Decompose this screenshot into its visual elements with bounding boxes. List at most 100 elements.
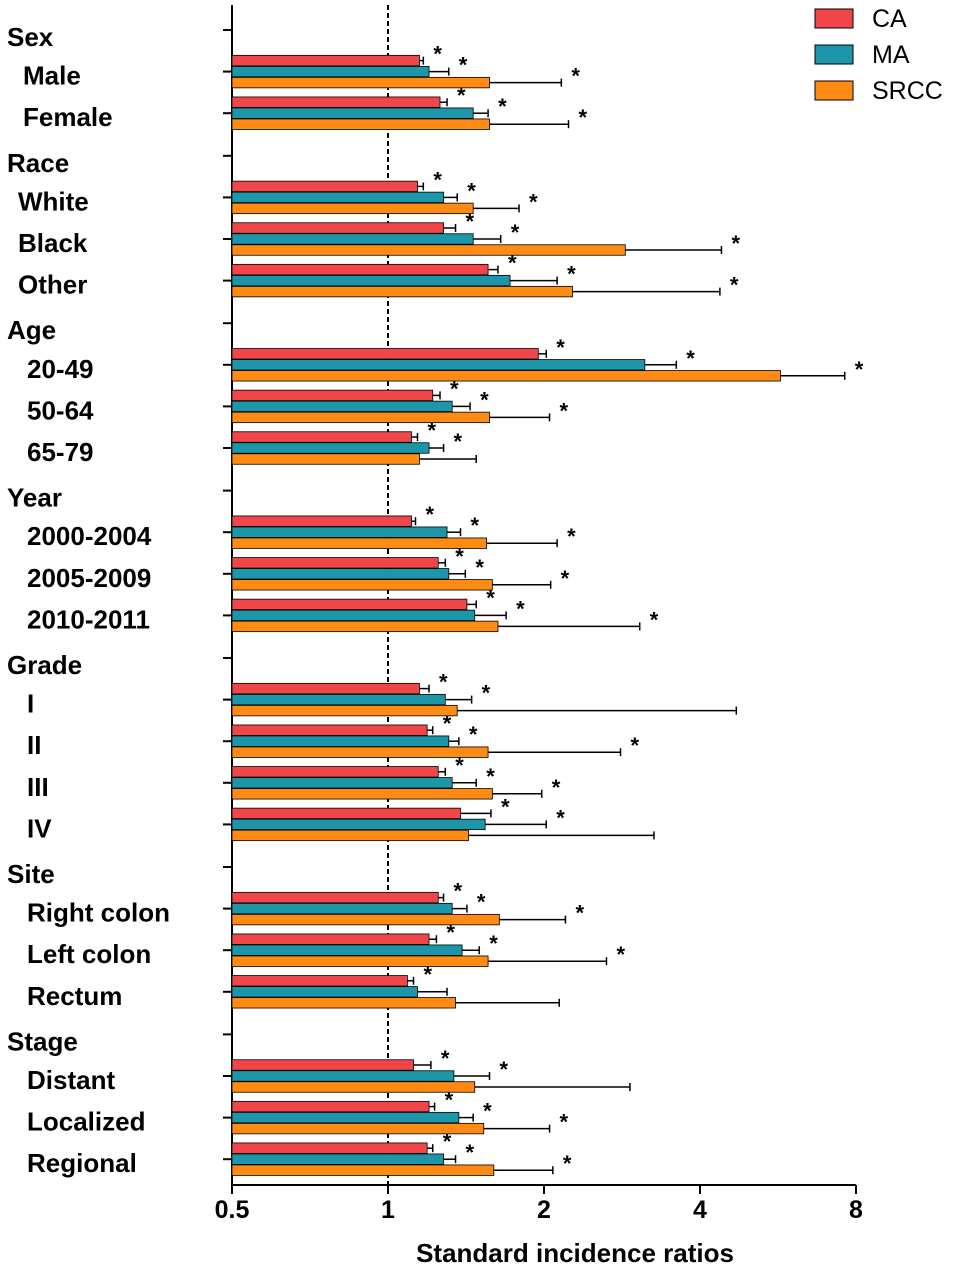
group-title: Grade	[7, 650, 82, 680]
bar-ma	[231, 65, 430, 78]
bar-ca	[231, 1100, 430, 1113]
bar-ca	[231, 807, 461, 820]
bar-ca	[231, 891, 439, 904]
significance-star: *	[578, 105, 587, 130]
significance-star: *	[446, 920, 455, 945]
group-title: Race	[7, 148, 69, 178]
significance-star: *	[501, 794, 510, 819]
bar-ma	[231, 1070, 455, 1082]
category-label: Right colon	[27, 898, 170, 928]
significance-star: *	[486, 585, 495, 610]
significance-star: *	[650, 607, 659, 632]
bar-srcc	[231, 746, 489, 758]
significance-star: *	[427, 418, 436, 443]
significance-star: *	[560, 398, 569, 423]
significance-star: *	[563, 1151, 572, 1176]
significance-star: *	[483, 1099, 492, 1124]
bar-srcc	[231, 704, 458, 717]
significance-star: *	[498, 94, 507, 119]
bar-srcc	[231, 76, 490, 89]
bar-ca	[231, 724, 428, 736]
significance-star: *	[441, 1046, 450, 1071]
bar-ma	[231, 902, 453, 915]
significance-star: *	[455, 544, 464, 569]
significance-star: *	[686, 346, 695, 371]
category-label: II	[27, 730, 41, 760]
bar-ma	[231, 568, 450, 580]
category-label: IV	[27, 813, 52, 843]
bar-ma	[231, 191, 444, 204]
group-title: Stage	[7, 1026, 78, 1056]
bar-srcc	[231, 370, 781, 382]
significance-star: *	[457, 83, 466, 108]
category-label: Distant	[27, 1065, 115, 1095]
bar-ma	[231, 1153, 444, 1165]
category-label: 50-64	[27, 395, 94, 425]
category-label: Regional	[27, 1148, 137, 1178]
bar-ma	[231, 274, 511, 287]
bar-srcc	[231, 453, 420, 465]
significance-star: *	[480, 387, 489, 412]
bar-ca	[231, 1059, 414, 1071]
significance-star: *	[467, 178, 476, 203]
significance-star: *	[433, 167, 442, 192]
category-label: Black	[18, 228, 88, 258]
significance-star: *	[466, 209, 475, 234]
significance-star: *	[511, 220, 520, 245]
bar-ma	[231, 359, 646, 371]
bar-srcc	[231, 244, 626, 256]
significance-star: *	[508, 251, 517, 276]
bar-ma	[231, 1111, 460, 1124]
bar-srcc	[231, 620, 499, 633]
x-tick-label: 4	[693, 1196, 707, 1224]
bar-ca	[231, 263, 489, 276]
significance-star: *	[516, 596, 525, 621]
bar-ma	[231, 944, 463, 956]
significance-star: *	[567, 524, 576, 549]
bar-ma	[231, 526, 448, 538]
significance-star: *	[567, 262, 576, 287]
significance-star: *	[475, 555, 484, 580]
bar-srcc	[231, 285, 573, 298]
significance-star: *	[552, 775, 561, 800]
significance-star: *	[730, 273, 739, 298]
bar-srcc	[231, 1164, 495, 1176]
group-title: Site	[7, 859, 55, 889]
group-title: Age	[7, 315, 56, 345]
significance-star: *	[439, 670, 448, 695]
bar-srcc	[231, 788, 493, 800]
bar-srcc	[231, 411, 490, 424]
bar-ca	[231, 431, 412, 443]
bar-srcc	[231, 955, 489, 967]
bar-ca	[231, 1142, 428, 1154]
significance-star: *	[477, 890, 486, 915]
bar-ma	[231, 818, 486, 831]
bar-ca	[231, 180, 418, 193]
significance-star: *	[445, 1088, 454, 1113]
bar-ma	[231, 107, 474, 119]
bar-ma	[231, 400, 453, 413]
x-tick-label: 2	[537, 1196, 551, 1224]
bar-ma	[231, 609, 476, 622]
bar-srcc	[231, 579, 493, 591]
bar-ca	[231, 933, 430, 945]
category-label: 20-49	[27, 354, 94, 384]
x-tick-label: 8	[849, 1196, 863, 1224]
significance-star: *	[482, 681, 491, 706]
group-title: Sex	[7, 22, 54, 52]
bar-ma	[231, 986, 418, 998]
significance-star: *	[470, 513, 479, 538]
legend: CA MA SRCC	[814, 5, 943, 105]
bar-ma	[231, 735, 450, 747]
legend-label-srcc: SRCC	[872, 77, 943, 105]
bar-srcc	[231, 118, 490, 130]
bar-ca	[231, 515, 412, 527]
category-label: III	[27, 772, 49, 802]
bar-srcc	[231, 913, 500, 926]
bar-ca	[231, 682, 420, 695]
bar-srcc	[231, 537, 488, 549]
category-label: 2005-2009	[27, 563, 151, 593]
group-title: Year	[7, 483, 62, 513]
